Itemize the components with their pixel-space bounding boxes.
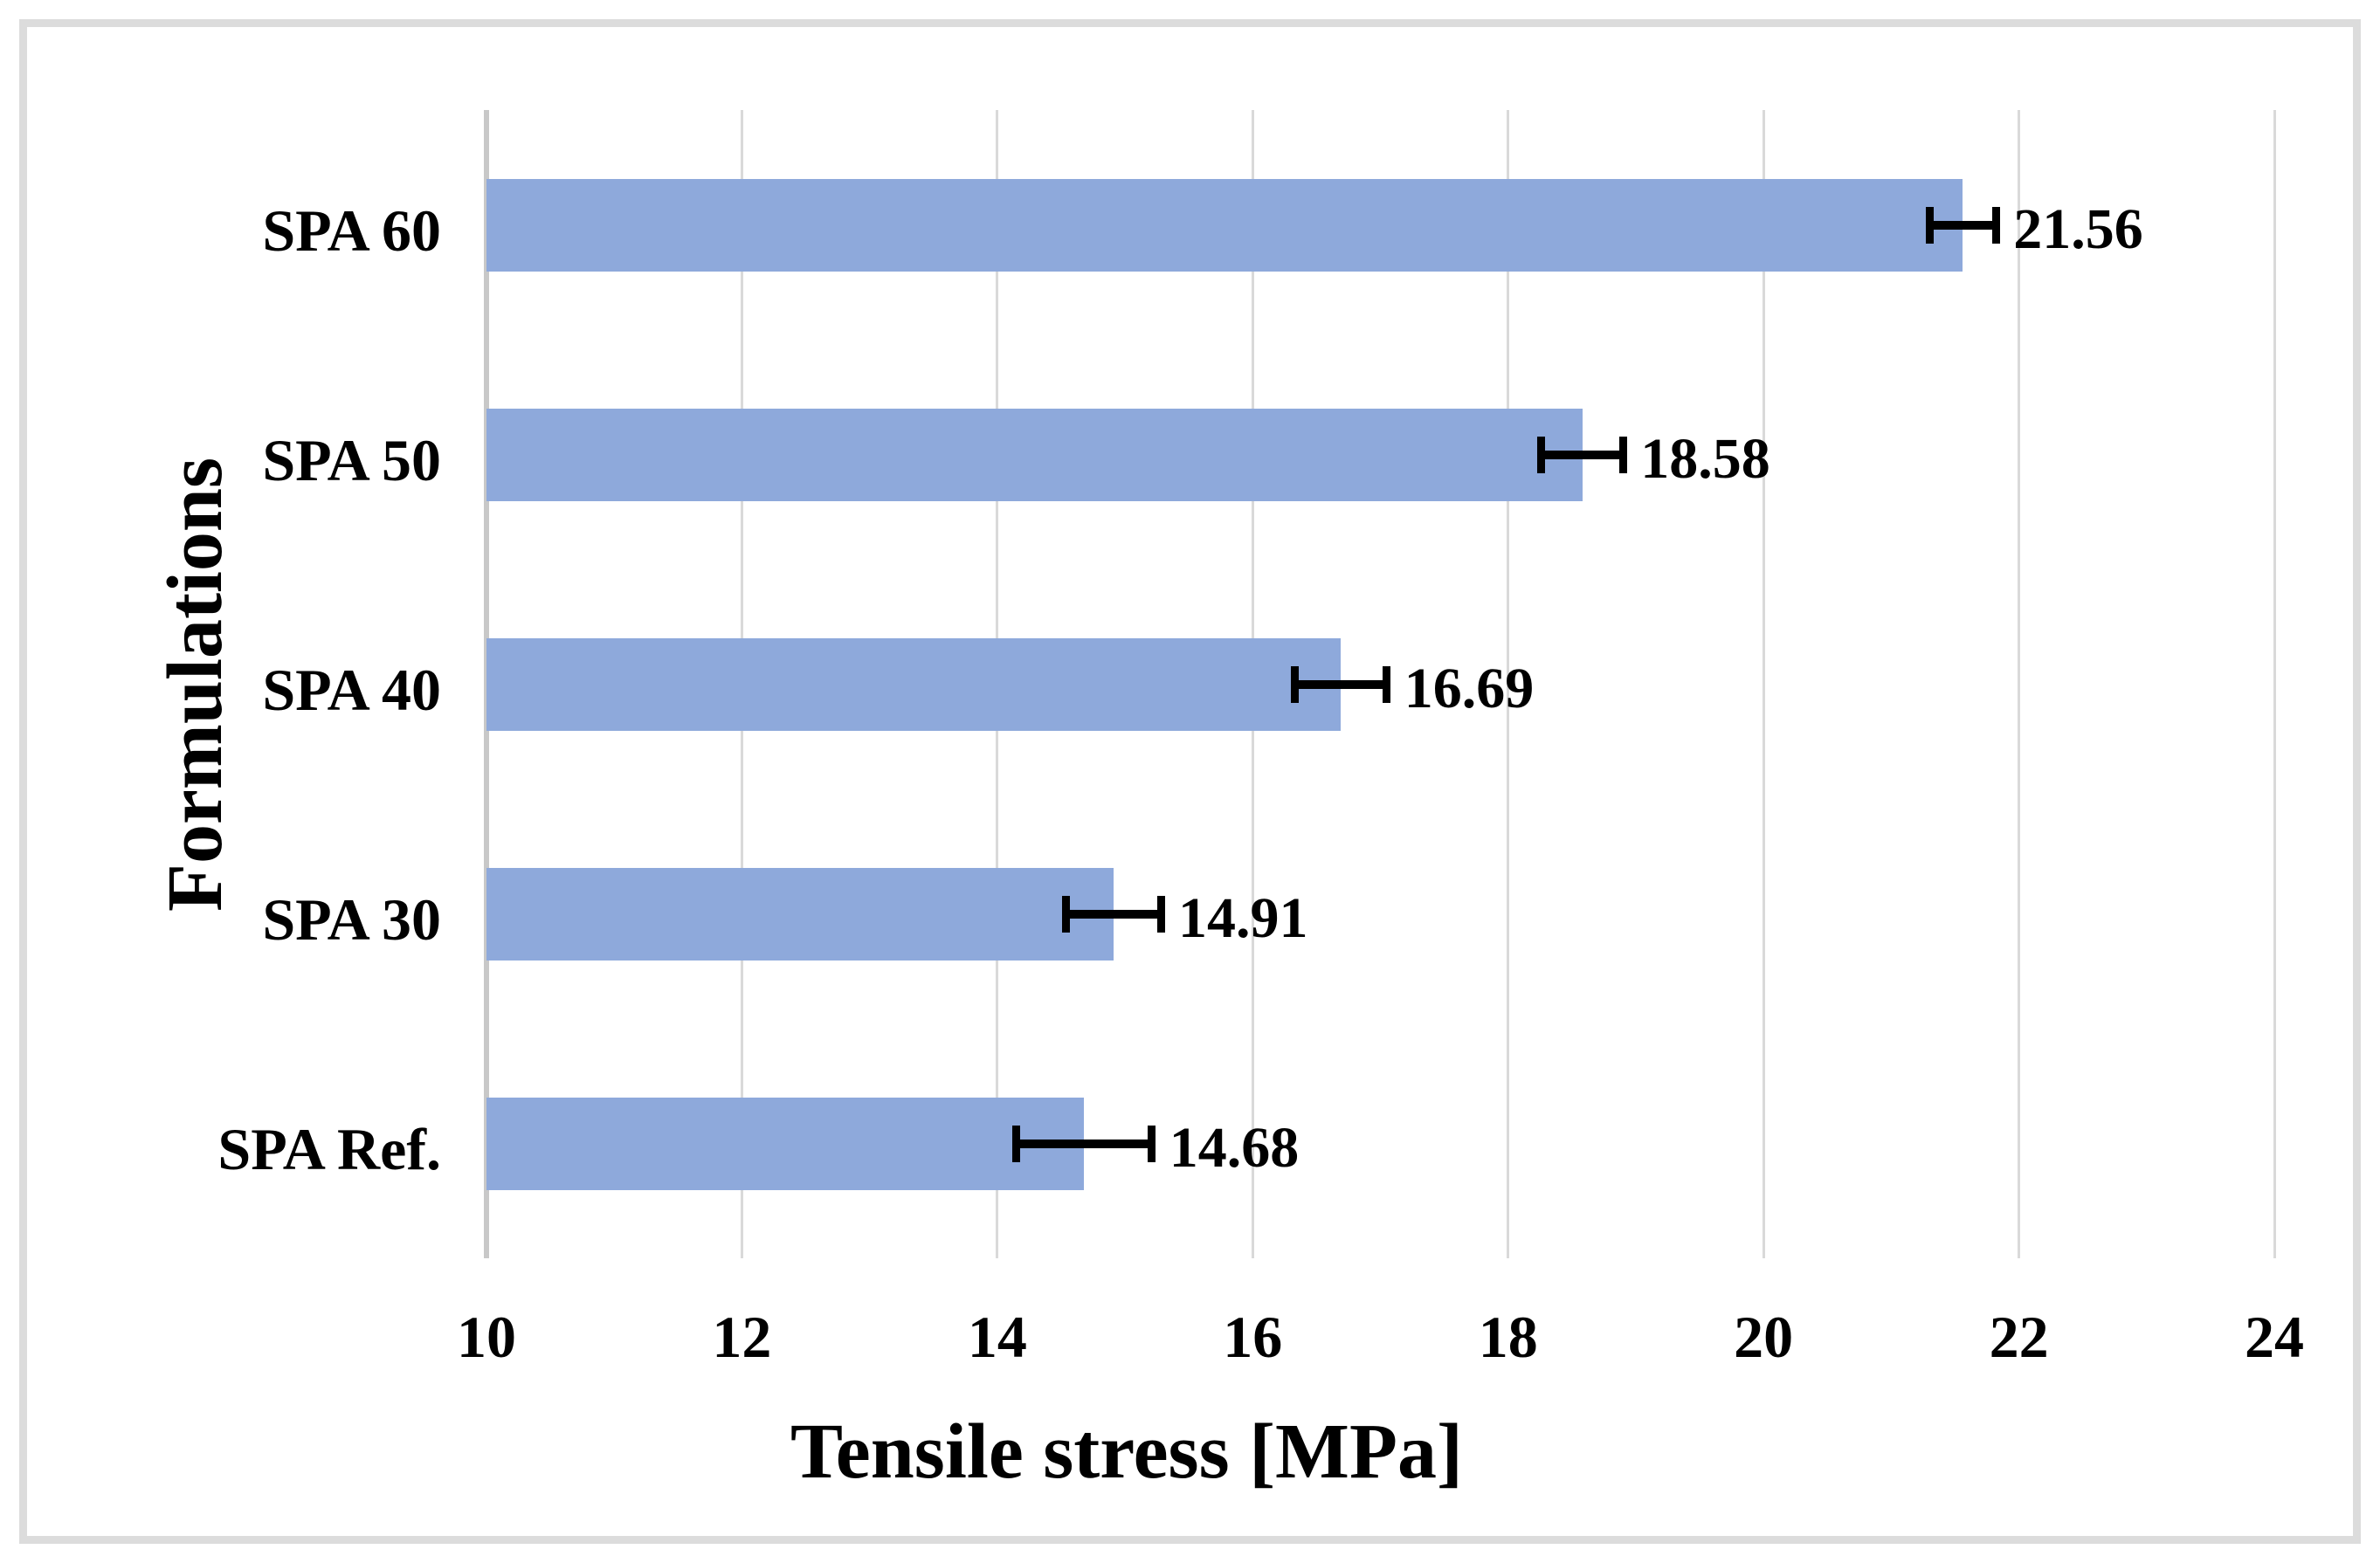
chart-border <box>19 19 2361 1544</box>
x-axis-title: Tensile stress [MPa] <box>790 1408 1463 1495</box>
data-label: 14.91 <box>1178 885 1308 950</box>
error-bar-cap-right <box>1148 1125 1156 1162</box>
error-bar-line <box>1016 1139 1152 1148</box>
data-label: 14.68 <box>1169 1115 1300 1180</box>
error-bar-cap-right <box>1383 665 1391 703</box>
y-axis-title: Formulations <box>152 457 238 912</box>
data-label: 21.56 <box>2013 196 2143 261</box>
x-tick-label-18: 18 <box>1478 1304 1538 1370</box>
error-bar-line <box>1541 450 1624 459</box>
error-bar-cap-left <box>1537 436 1546 473</box>
bar-spa-30 <box>486 867 1114 961</box>
plot-area: 21.56 18.58 16.69 14.91 14.68 <box>484 110 2276 1258</box>
category-label-spa-50: SPA 50 <box>262 426 441 493</box>
x-tick-label-14: 14 <box>967 1304 1027 1370</box>
error-bar-line <box>1929 220 1997 230</box>
gridline-24 <box>2273 110 2276 1258</box>
category-label-spa-ref-: SPA Ref. <box>217 1115 441 1182</box>
error-bar-cap-left <box>1291 665 1300 703</box>
x-tick-label-24: 24 <box>2245 1304 2304 1370</box>
x-tick-label-20: 20 <box>1734 1304 1794 1370</box>
x-tick-label-16: 16 <box>1223 1304 1283 1370</box>
x-tick-label-12: 12 <box>712 1304 772 1370</box>
bar-spa-40 <box>486 637 1342 731</box>
category-label-spa-40: SPA 40 <box>262 656 441 723</box>
error-bar-cap-left <box>1925 206 1934 244</box>
x-tick-label-22: 22 <box>1989 1304 2049 1370</box>
gridline-18 <box>1507 110 1510 1258</box>
data-label: 16.69 <box>1404 656 1535 720</box>
category-label-spa-30: SPA 30 <box>262 885 441 953</box>
error-bar-cap-right <box>1991 206 2000 244</box>
error-bar-line <box>1066 909 1161 919</box>
error-bar-cap-left <box>1012 1125 1021 1162</box>
error-bar-line <box>1294 679 1387 689</box>
x-tick-label-10: 10 <box>457 1304 516 1370</box>
error-bar-cap-left <box>1062 895 1071 933</box>
category-label-spa-60: SPA 60 <box>262 196 441 264</box>
bar-spa-50 <box>486 408 1583 501</box>
data-label: 18.58 <box>1640 426 1770 491</box>
gridline-22 <box>2018 110 2021 1258</box>
bar-spa-ref- <box>486 1097 1085 1190</box>
error-bar-cap-right <box>1618 436 1627 473</box>
error-bar-cap-right <box>1156 895 1165 933</box>
bar-spa-60 <box>486 178 1963 272</box>
gridline-20 <box>1762 110 1765 1258</box>
